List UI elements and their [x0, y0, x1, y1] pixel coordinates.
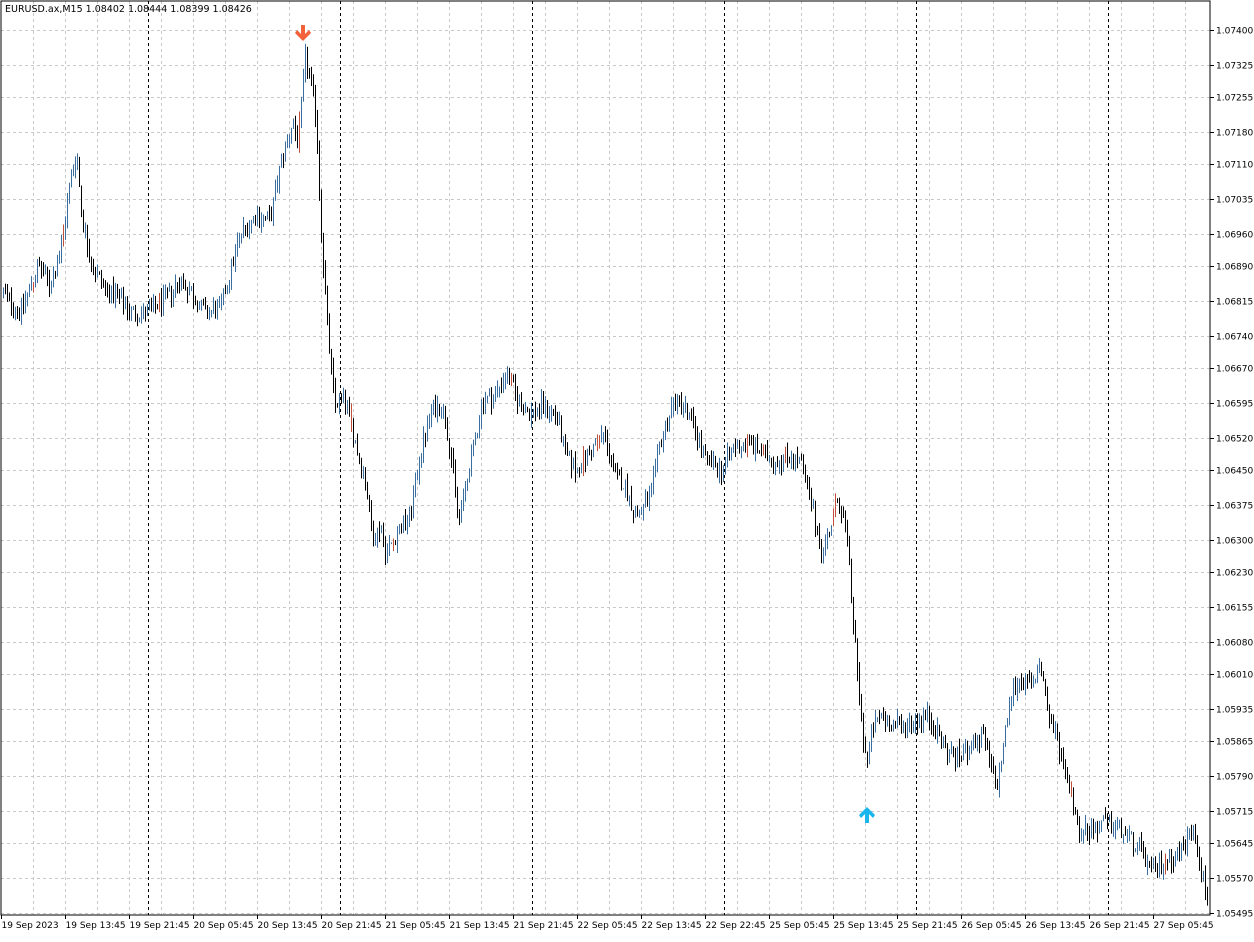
buy-arrow-icon[interactable] [859, 807, 875, 824]
y-tick-label: 1.06300 [1216, 537, 1253, 547]
y-tick-label: 1.07325 [1216, 62, 1253, 72]
time-axis[interactable]: 19 Sep 2023 19 Sep 13:45 19 Sep 21:45 20 Se… [1, 915, 1214, 931]
y-tick-label: 1.06595 [1216, 400, 1253, 410]
y-tick-label: 1.05935 [1216, 706, 1253, 716]
day-separators [148, 1, 1109, 915]
y-tick-label: 1.05570 [1216, 875, 1253, 885]
x-tick-label: 20 Sep 13:45 [258, 921, 318, 931]
y-tick-label: 1.07255 [1216, 94, 1253, 104]
sell-arrow-icon[interactable] [295, 24, 311, 41]
x-tick-label: 22 Sep 13:45 [642, 921, 702, 931]
y-tick-label: 1.05865 [1216, 738, 1253, 748]
y-tick-label: 1.06080 [1216, 639, 1253, 649]
y-tick-label: 1.05645 [1216, 840, 1253, 850]
sell-arrow-shape [295, 24, 311, 41]
y-tick-label: 1.06520 [1216, 435, 1253, 445]
y-tick-label: 1.06890 [1216, 263, 1253, 273]
x-tick-label: 19 Sep 2023 [2, 921, 59, 931]
y-tick-label: 1.07400 [1216, 27, 1253, 37]
x-tick-label: 19 Sep 13:45 [66, 921, 126, 931]
x-tick-label: 26 Sep 13:45 [1026, 921, 1086, 931]
grid-lines [1, 1, 1210, 915]
x-tick-label: 21 Sep 21:45 [514, 921, 574, 931]
x-tick-label: 22 Sep 05:45 [578, 921, 638, 931]
y-tick-label: 1.05790 [1216, 773, 1253, 783]
y-tick-label: 1.07110 [1216, 161, 1253, 171]
price-axis[interactable]: 1.07400 1.07325 1.07255 1.07180 1.07110 1.070… [1210, 27, 1253, 920]
y-tick-label: 1.06155 [1216, 604, 1253, 614]
x-tick-label: 25 Sep 13:45 [834, 921, 894, 931]
y-tick-label: 1.06230 [1216, 569, 1253, 579]
x-tick-label: 20 Sep 21:45 [322, 921, 382, 931]
price-bars[interactable] [3, 43, 1208, 906]
y-tick-label: 1.06670 [1216, 365, 1253, 375]
buy-arrow-shape [859, 807, 875, 824]
y-tick-label: 1.06010 [1216, 671, 1253, 681]
y-tick-label: 1.06960 [1216, 231, 1253, 241]
y-tick-label: 1.06815 [1216, 298, 1253, 308]
trade-markers[interactable] [295, 24, 875, 824]
y-tick-label: 1.06375 [1216, 502, 1253, 512]
plot-frame [0, 0, 1211, 916]
y-tick-label: 1.07180 [1216, 129, 1253, 139]
symbol-info-label: EURUSD.ax,M15 1.08402 1.08444 1.08399 1.… [5, 4, 252, 15]
x-tick-label: 21 Sep 13:45 [450, 921, 510, 931]
x-tick-label: 21 Sep 05:45 [386, 921, 446, 931]
x-tick-label: 27 Sep 05:45 [1154, 921, 1214, 931]
x-tick-label: 25 Sep 21:45 [898, 921, 958, 931]
x-tick-label: 25 Sep 05:45 [770, 921, 830, 931]
y-tick-label: 1.07035 [1216, 196, 1253, 206]
y-tick-label: 1.06450 [1216, 467, 1253, 477]
x-tick-label: 20 Sep 05:45 [194, 921, 254, 931]
y-tick-label: 1.05715 [1216, 808, 1253, 818]
y-tick-label: 1.06740 [1216, 333, 1253, 343]
x-tick-label: 22 Sep 22:45 [706, 921, 766, 931]
x-tick-label: 19 Sep 21:45 [130, 921, 190, 931]
y-tick-label: 1.05495 [1216, 910, 1253, 920]
x-tick-label: 26 Sep 05:45 [962, 921, 1022, 931]
x-tick-label: 26 Sep 21:45 [1090, 921, 1150, 931]
